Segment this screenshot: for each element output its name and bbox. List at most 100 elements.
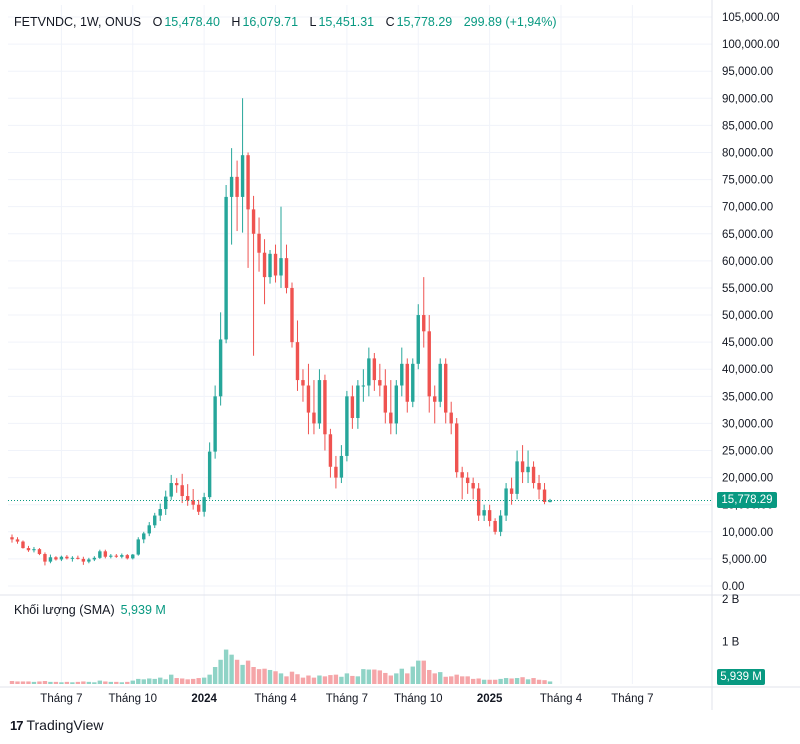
volume-bar	[75, 681, 81, 684]
volume-bar	[476, 678, 481, 684]
volume-bar	[240, 664, 245, 684]
price-tick-label: 85,000.00	[722, 120, 773, 132]
price-tick-label: 5,000.00	[722, 554, 767, 566]
volume-bar	[15, 681, 20, 684]
candle-body	[153, 515, 157, 526]
price-tick-label: 25,000.00	[722, 446, 773, 458]
volume-legend-label[interactable]: Khối lượng (SMA)	[14, 603, 115, 617]
candle-body	[427, 331, 431, 397]
volume-bar	[333, 674, 339, 684]
candle-body	[70, 557, 75, 559]
volume-bar	[97, 680, 103, 684]
volume-bar	[317, 675, 322, 684]
volume-bar	[70, 682, 75, 684]
candle-body	[493, 520, 497, 532]
volume-bar	[256, 669, 262, 684]
candle-body	[76, 557, 80, 559]
volume-bar	[185, 679, 190, 684]
candle-body	[350, 396, 355, 419]
time-tick-label: Tháng 10	[108, 693, 157, 705]
volume-bar	[179, 678, 185, 684]
price-tick-label: 65,000.00	[722, 229, 773, 241]
price-tick-label: 0.00	[722, 581, 744, 593]
volume-bar	[59, 682, 64, 684]
volume-bar	[459, 676, 465, 684]
candle-body	[65, 556, 69, 559]
candle-body	[328, 434, 333, 467]
candle-body	[465, 477, 470, 484]
volume-bar	[394, 673, 399, 684]
grid	[8, 5, 712, 684]
candle-body	[416, 315, 420, 364]
volume-bar	[536, 679, 542, 684]
volume-bar	[399, 668, 404, 684]
volume-bar	[300, 677, 306, 684]
candle-body	[405, 363, 409, 402]
volume-bar	[470, 678, 476, 684]
volume-bar	[531, 678, 536, 684]
candle-body	[131, 554, 135, 559]
volume-bar	[432, 673, 437, 684]
volume-bar	[416, 660, 421, 684]
candle-body	[262, 252, 267, 278]
time-tick-label: 2025	[477, 693, 503, 705]
symbol-label[interactable]: FETVNDC, 1W, ONUS	[14, 15, 142, 29]
price-tick-label: 70,000.00	[722, 202, 773, 214]
volume-bar	[218, 659, 223, 684]
candle-body	[15, 539, 20, 542]
candle-body	[169, 483, 173, 497]
candle-body	[438, 363, 442, 402]
volume-bar	[114, 681, 119, 684]
candles	[10, 98, 552, 566]
volume-bar	[108, 681, 114, 684]
volume-bar	[251, 667, 256, 684]
candle-body	[98, 551, 102, 558]
candle-body	[317, 380, 322, 424]
candle-body	[26, 548, 31, 551]
open-value: 15,478.40	[164, 15, 220, 29]
candle-body	[312, 412, 316, 424]
candle-body	[548, 500, 552, 503]
price-tick-label: 80,000.00	[722, 147, 773, 159]
candle-body	[383, 385, 388, 413]
volume-bar	[454, 674, 459, 684]
volume-bar	[339, 676, 344, 684]
volume-bar	[449, 676, 454, 684]
last-price-tag: 15,778.29	[717, 492, 777, 509]
candle-body	[334, 466, 338, 478]
price-tick-label: 10,000.00	[722, 527, 773, 539]
volume-bar	[383, 672, 388, 684]
volume-bar	[267, 669, 273, 684]
candle-body	[454, 423, 459, 473]
tradingview-logo[interactable]: 17 TradingView	[10, 717, 104, 733]
volume-bar	[366, 669, 372, 684]
volume-bar	[223, 649, 229, 684]
volume-bar	[174, 678, 179, 684]
close-label: C	[385, 15, 395, 29]
price-tick-label: 100,000.00	[722, 39, 780, 51]
candle-body	[240, 155, 245, 197]
price-tick-label: 55,000.00	[722, 283, 773, 295]
price-tick-label: 60,000.00	[722, 256, 773, 268]
candle-body	[202, 497, 206, 512]
candle-body	[158, 509, 162, 516]
candle-body	[526, 466, 530, 473]
candle-body	[356, 385, 360, 419]
volume-bar	[278, 673, 284, 684]
volume-tick-label: 2 B	[722, 594, 740, 606]
volume-bar	[136, 678, 141, 684]
volume-bar	[361, 669, 366, 684]
candle-body	[81, 558, 86, 562]
candle-body	[87, 559, 91, 562]
volume-bars	[9, 649, 553, 684]
volume-bar	[295, 674, 300, 684]
volume-bar	[229, 654, 234, 684]
open-label: O	[152, 15, 163, 29]
time-tick-label: Tháng 7	[611, 693, 653, 705]
candle-body	[361, 385, 366, 387]
candle-body	[164, 496, 168, 510]
volume-bar	[443, 676, 448, 684]
volume-bar	[152, 678, 157, 684]
candle-body	[389, 412, 393, 424]
